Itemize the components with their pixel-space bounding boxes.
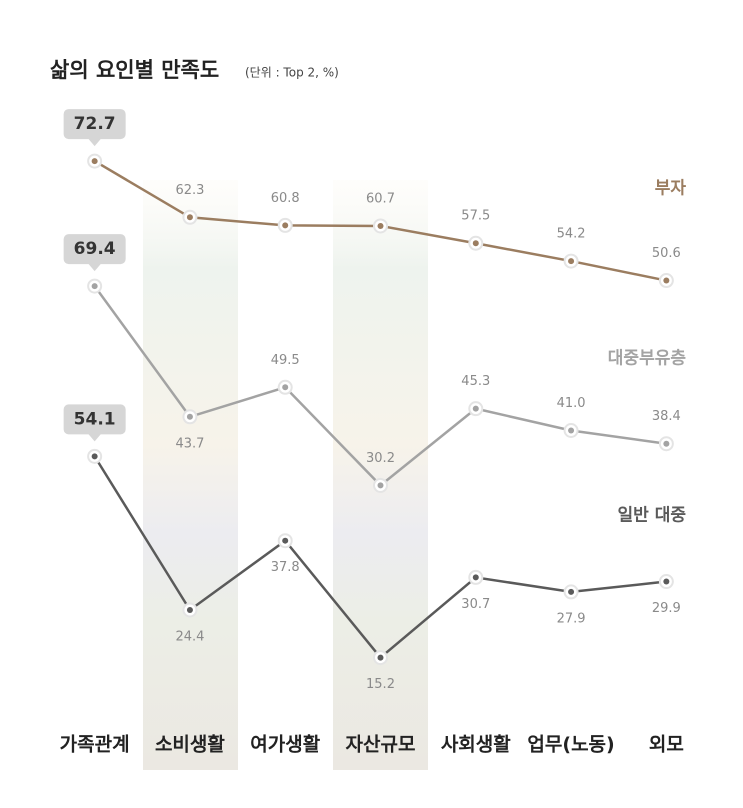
data-point-dot bbox=[568, 588, 575, 595]
chart-subtitle: (단위 : Top 2, %) bbox=[245, 66, 339, 80]
data-label: 60.8 bbox=[271, 191, 300, 206]
callout-box bbox=[63, 234, 126, 272]
data-point-dot bbox=[568, 258, 575, 265]
data-label: 37.8 bbox=[271, 560, 300, 575]
callout-label: 72.7 bbox=[74, 114, 116, 134]
x-tick-label: 여가생활 bbox=[250, 734, 320, 756]
data-label: 45.3 bbox=[461, 374, 490, 389]
callout-box bbox=[63, 109, 126, 147]
data-label: 41.0 bbox=[557, 396, 586, 411]
data-label: 15.2 bbox=[366, 677, 395, 692]
data-label: 60.7 bbox=[366, 191, 395, 206]
data-point-dot bbox=[282, 222, 289, 229]
column-band bbox=[333, 180, 428, 770]
data-point-dot bbox=[472, 405, 479, 412]
data-point-dot bbox=[282, 384, 289, 391]
data-point-dot bbox=[663, 578, 670, 585]
x-tick-label: 외모 bbox=[649, 734, 684, 756]
data-label: 62.3 bbox=[175, 183, 204, 198]
series-name: 대중부유층 bbox=[608, 349, 687, 369]
data-point-dot bbox=[663, 440, 670, 447]
data-label: 49.5 bbox=[271, 353, 300, 368]
series-name: 일반 대중 bbox=[618, 506, 687, 526]
data-point-dot bbox=[186, 413, 193, 420]
data-point-dot bbox=[377, 654, 384, 661]
data-label: 54.2 bbox=[557, 227, 586, 242]
column-band bbox=[143, 180, 238, 770]
data-label: 57.5 bbox=[461, 209, 490, 224]
data-label: 30.7 bbox=[461, 597, 490, 612]
data-point-dot bbox=[377, 482, 384, 489]
data-point-dot bbox=[377, 222, 384, 229]
data-point-dot bbox=[282, 537, 289, 544]
x-tick-label: 가족관계 bbox=[60, 734, 130, 756]
data-point-dot bbox=[568, 427, 575, 434]
chart-title: 삶의 요인별 만족도 bbox=[50, 58, 219, 82]
data-label: 50.6 bbox=[652, 246, 681, 261]
data-point-dot bbox=[91, 158, 98, 165]
callout-label: 54.1 bbox=[74, 409, 116, 429]
data-point-dot bbox=[472, 574, 479, 581]
x-tick-label: 사회생활 bbox=[441, 734, 511, 756]
data-label: 29.9 bbox=[652, 601, 681, 616]
series-name: 부자 bbox=[655, 179, 687, 199]
data-point-dot bbox=[91, 453, 98, 460]
data-label: 27.9 bbox=[557, 611, 586, 626]
x-tick-label: 소비생활 bbox=[155, 734, 225, 756]
data-point-dot bbox=[663, 277, 670, 284]
data-label: 43.7 bbox=[175, 436, 204, 451]
data-point-dot bbox=[186, 607, 193, 613]
callout-box bbox=[63, 404, 126, 442]
data-label: 30.2 bbox=[366, 451, 395, 466]
data-point-dot bbox=[472, 240, 479, 247]
callout-label: 69.4 bbox=[74, 239, 116, 259]
data-label: 38.4 bbox=[652, 409, 681, 424]
data-point-dot bbox=[91, 283, 98, 290]
data-label: 24.4 bbox=[175, 630, 204, 645]
x-tick-label: 업무(노동) bbox=[527, 734, 614, 756]
background-bands bbox=[143, 180, 428, 770]
x-tick-label: 자산규모 bbox=[346, 734, 416, 756]
data-point-dot bbox=[186, 214, 193, 221]
